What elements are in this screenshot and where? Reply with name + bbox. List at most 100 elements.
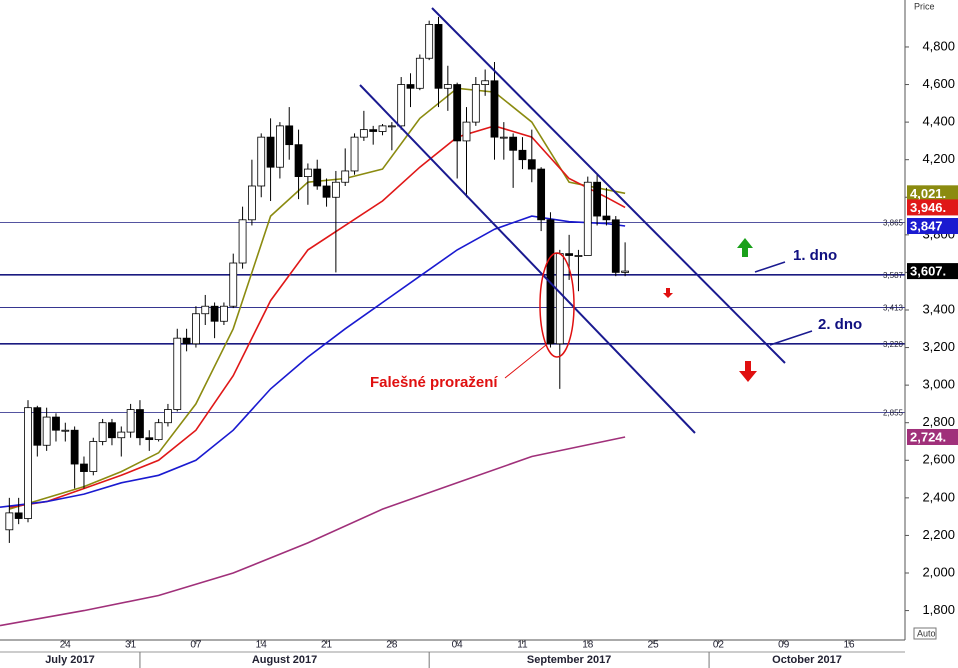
candle-body [443,84,452,89]
candle-body [593,181,602,217]
candle-body [117,431,126,439]
candle-body [359,129,368,138]
price-tag-box [907,199,958,216]
candle-body [257,136,266,187]
y-tick-label: 4,600 [922,76,955,91]
candle-body [462,121,471,142]
callout-line [504,344,547,379]
trend-line-upper [431,7,786,364]
price-tag-box [907,185,958,202]
y-tick-label: 4,800 [922,38,955,53]
x-tick-label: 14 [256,640,268,651]
x-tick-label: 28 [386,640,398,651]
month-label: September 2017 [527,654,611,666]
candle-body [154,422,163,441]
candle-body [331,181,340,198]
price-tag: 4,021. [910,186,946,201]
y-tick-label: 2,400 [922,489,955,504]
candle-body [378,125,387,132]
candle-body [61,429,70,432]
price-tag: 3,847 [910,218,943,233]
candle-body [182,337,191,345]
x-tick-label: 11 [517,640,528,651]
annotation: Falešné proražení [370,374,498,391]
y-tick-label: 3,200 [922,339,955,354]
candle-body [210,305,219,322]
candle-body [471,84,480,123]
ma-line [0,436,626,627]
x-tick-label: 25 [648,640,660,651]
candle-body [229,262,238,307]
candle-body [481,80,490,85]
candle-body [108,422,116,439]
candle-body [126,409,135,433]
candle-body [555,253,564,345]
month-label: July 2017 [45,654,95,666]
month-label: August 2017 [252,654,317,666]
y-tick-label: 2,600 [922,452,955,467]
candle-body [33,407,42,446]
candle-body [565,253,574,256]
candle-body [313,168,322,187]
y-tick-label: 3,000 [922,377,955,392]
arrow-up [737,238,753,257]
candle-body [294,144,303,177]
x-tick-label: 31 [125,640,137,651]
candle-body [369,129,378,132]
candle-body [322,185,331,198]
x-tick-label: 07 [190,640,202,651]
candle-body [192,313,200,345]
candle-body [70,429,79,465]
level-label: 3,413 [883,304,904,313]
candle-body [42,416,51,446]
candle-body [14,512,23,519]
candle-body [201,305,210,315]
candle-body [415,57,424,89]
annotation: 1. dno [793,247,837,264]
y-tick-label: 4,200 [922,151,955,166]
annotation: 2. dno [818,316,862,333]
candle-body [164,409,172,424]
candle-body [518,149,527,161]
candle-body [220,305,228,322]
candle-body [52,416,60,431]
candle-body [574,255,583,257]
x-tick-label: 24 [60,640,72,651]
arrow-down-small [663,288,673,298]
candle-body [406,84,415,89]
price-tag: 3,946. [910,200,946,215]
candle-body [136,409,144,439]
candle-body [303,168,312,177]
x-tick-label: 18 [582,640,594,651]
y-tick-label: 2,200 [922,527,955,542]
candle-body [425,24,434,59]
callout-line [754,261,786,273]
plot-area [0,16,905,627]
candle-body [248,185,256,221]
x-tick-label: 02 [713,640,725,651]
level-label: 3,220 [883,340,904,349]
arrow-down [739,361,757,382]
candle-body [285,125,294,146]
month-label: October 2017 [772,654,842,666]
level-label: 2,855 [883,408,904,417]
close-tag-box [907,263,958,280]
candle-body [89,441,98,472]
ma-line [9,125,626,508]
candle-body [98,422,107,442]
candle-body [527,159,536,170]
candle-body [145,437,154,441]
price-tag: 2,724. [910,429,946,444]
candle-body [434,24,443,89]
candle-body [397,84,406,127]
false-break-circle [539,252,575,358]
candle-body [387,125,396,128]
auto-box[interactable] [913,627,937,640]
candle-body [24,407,32,519]
price-tag-box [907,218,958,235]
auto-label[interactable]: Auto [917,628,936,638]
candle-body [499,136,508,139]
trend-line-lower [359,84,696,434]
level-label: 3,865 [883,219,904,228]
y-tick-label: 4,400 [922,114,955,129]
